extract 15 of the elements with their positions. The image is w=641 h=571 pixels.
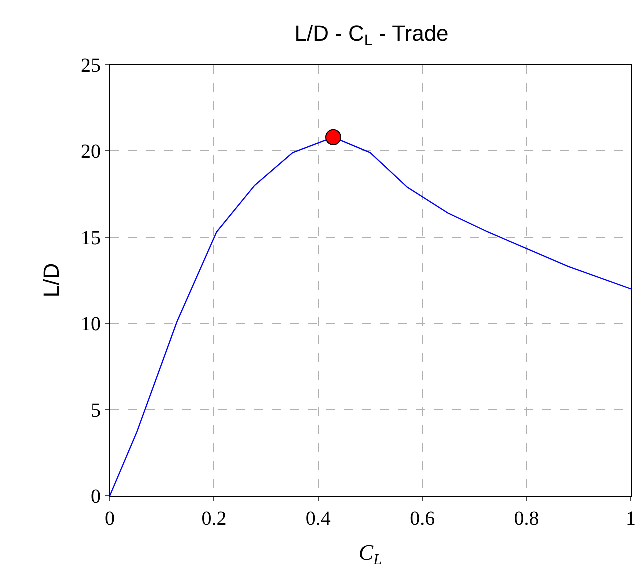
y-tick-label: 0 bbox=[91, 486, 101, 508]
x-tick-label: 0.6 bbox=[410, 508, 436, 530]
y-tick-label: 15 bbox=[81, 227, 101, 250]
y-tick-label: 5 bbox=[91, 400, 101, 422]
x-tick-label: 0.8 bbox=[514, 508, 540, 530]
chart-title: L/D - C$_{L}$ - Trade bbox=[294, 21, 449, 50]
y-tick-label: 10 bbox=[81, 314, 101, 336]
y-axis-title: L/D bbox=[38, 263, 64, 298]
y-tick-label: 25 bbox=[81, 55, 101, 77]
x-tick-label: 0.4 bbox=[306, 508, 331, 530]
y-tick-label: 20 bbox=[81, 141, 101, 164]
x-axis-title: C$_{L}$ bbox=[358, 540, 382, 569]
x-tick-label: 0 bbox=[105, 508, 115, 530]
x-tick-label: 1 bbox=[626, 508, 636, 530]
x-tick-label: 0.2 bbox=[202, 508, 227, 530]
